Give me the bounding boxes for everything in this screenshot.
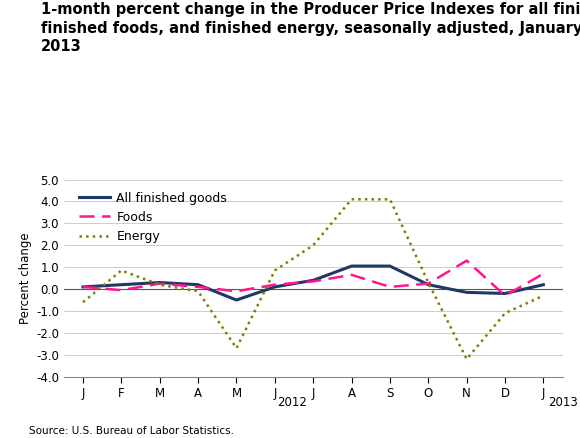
Energy — [118, 268, 125, 273]
Foods — [463, 258, 470, 263]
All finished goods — [118, 282, 125, 287]
Text: Source: U.S. Bureau of Labor Statistics.: Source: U.S. Bureau of Labor Statistics. — [29, 426, 234, 436]
Line: All finished goods: All finished goods — [83, 266, 543, 300]
Text: 1-month percent change in the Producer Price Indexes for all finished goods,
fin: 1-month percent change in the Producer P… — [41, 2, 580, 54]
All finished goods — [271, 284, 278, 290]
All finished goods — [310, 278, 317, 283]
Text: 2012: 2012 — [277, 396, 307, 410]
Energy — [425, 280, 432, 285]
Foods — [425, 281, 432, 286]
All finished goods — [195, 282, 202, 287]
All finished goods — [463, 290, 470, 295]
Foods — [348, 272, 355, 278]
Line: Foods: Foods — [83, 261, 543, 296]
All finished goods — [425, 282, 432, 287]
Foods — [233, 289, 240, 294]
Foods — [271, 282, 278, 287]
Foods — [195, 284, 202, 290]
Energy — [195, 289, 202, 294]
Foods — [79, 284, 86, 290]
Text: 2013: 2013 — [548, 396, 578, 410]
Energy — [540, 293, 547, 298]
All finished goods — [156, 280, 163, 285]
All finished goods — [502, 291, 509, 296]
All finished goods — [386, 263, 393, 268]
Energy — [79, 300, 86, 305]
Foods — [156, 281, 163, 286]
Legend: All finished goods, Foods, Energy: All finished goods, Foods, Energy — [75, 188, 231, 247]
Foods — [310, 279, 317, 284]
All finished goods — [79, 284, 86, 290]
Foods — [118, 287, 125, 293]
Line: Energy: Energy — [83, 199, 543, 359]
All finished goods — [540, 282, 547, 287]
Energy — [233, 346, 240, 351]
Energy — [310, 243, 317, 248]
Energy — [271, 268, 278, 273]
Foods — [386, 284, 393, 290]
Energy — [348, 197, 355, 202]
All finished goods — [348, 263, 355, 268]
Energy — [386, 197, 393, 202]
Energy — [502, 311, 509, 316]
Foods — [502, 293, 509, 298]
All finished goods — [233, 297, 240, 303]
Energy — [156, 282, 163, 287]
Y-axis label: Percent change: Percent change — [19, 232, 32, 324]
Energy — [463, 357, 470, 362]
Foods — [540, 271, 547, 276]
